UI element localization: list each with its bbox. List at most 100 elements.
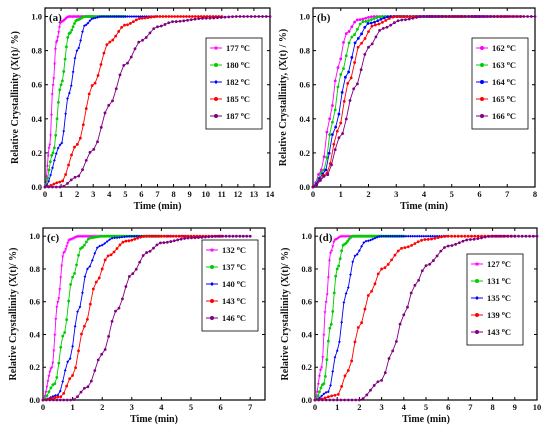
data-point [450, 244, 454, 247]
data-point [76, 142, 79, 146]
data-point [179, 237, 183, 241]
data-point [71, 374, 74, 377]
data-point [186, 236, 190, 240]
data-point [429, 234, 432, 238]
series-3 [313, 234, 450, 402]
data-point [387, 357, 391, 360]
data-point [49, 386, 53, 390]
x-tick-label: 4 [159, 402, 164, 412]
data-point [69, 398, 73, 402]
data-point [337, 112, 341, 116]
data-point [428, 262, 432, 266]
data-point [356, 18, 359, 22]
x-tick-label: 4 [422, 189, 427, 199]
x-tick-label: 10 [201, 189, 210, 199]
data-point [109, 15, 113, 18]
data-point [522, 15, 526, 18]
data-point [344, 32, 348, 35]
data-point [130, 238, 134, 242]
x-tick-label: 8 [171, 189, 175, 199]
data-point [380, 267, 383, 271]
legend-label: 127 oC [487, 259, 511, 269]
data-point [124, 15, 128, 18]
data-point [162, 241, 166, 245]
data-point [148, 31, 152, 35]
data-point [533, 15, 537, 18]
data-point [356, 36, 360, 40]
data-point [63, 369, 67, 372]
data-point [158, 15, 162, 18]
data-point [391, 234, 395, 238]
data-point [170, 15, 174, 18]
y-tick-label: 0.6 [29, 297, 40, 307]
x-tick-label: 7 [248, 402, 253, 412]
chart-panel-2: 0 1 2 3 4 5 6 7 8 0.0 0.2 0.4 0.6 0.8 1.0 Time (min) Rel… [278, 7, 537, 212]
data-point [336, 66, 340, 70]
data-point [389, 23, 393, 27]
y-tick-label: 0.6 [299, 80, 310, 90]
data-point [322, 332, 326, 336]
data-point [346, 286, 350, 290]
data-point [340, 385, 344, 388]
data-point [90, 258, 94, 262]
data-point [180, 234, 184, 238]
data-point [439, 249, 443, 253]
data-point [183, 237, 186, 240]
data-point [472, 237, 476, 241]
data-point [193, 236, 197, 240]
data-point [364, 19, 368, 23]
data-point [408, 15, 412, 18]
data-point [323, 310, 327, 314]
y-tick-label: 0.6 [31, 80, 42, 90]
data-point [44, 389, 48, 393]
data-point [86, 385, 90, 389]
data-point [63, 331, 67, 334]
data-point [69, 31, 72, 34]
legend-item: 164 oC [476, 77, 516, 87]
data-point [375, 235, 379, 239]
data-point [66, 238, 71, 242]
data-point [70, 236, 75, 241]
data-point [52, 182, 56, 186]
data-point [322, 382, 326, 386]
data-point [113, 236, 116, 240]
data-point [500, 15, 504, 18]
legend-label: 135 oC [487, 293, 511, 303]
data-point [174, 20, 178, 23]
data-point [413, 242, 417, 245]
data-point [535, 234, 539, 238]
y-tick-label: 1.0 [31, 12, 42, 22]
legend-label: 143 oC [487, 327, 511, 337]
data-point [361, 397, 365, 400]
data-point [152, 246, 155, 250]
data-point [444, 15, 448, 18]
data-point [349, 273, 352, 277]
legend-label: 137 oC [222, 262, 246, 272]
data-point [110, 236, 114, 240]
data-point [50, 365, 54, 369]
data-point [366, 239, 370, 243]
data-point [474, 15, 478, 18]
data-point [75, 263, 78, 267]
data-point [55, 181, 59, 185]
data-point [73, 22, 76, 25]
data-point [81, 291, 84, 295]
data-point [54, 152, 58, 155]
data-point [60, 19, 65, 23]
data-point [55, 376, 59, 379]
data-point [405, 15, 409, 18]
legend-item: 187 oC [210, 111, 250, 121]
legend-label: 177 oC [226, 43, 250, 53]
data-point [52, 61, 57, 65]
data-point [112, 15, 116, 18]
data-point [437, 15, 441, 18]
data-point [470, 15, 474, 18]
data-point [73, 56, 77, 60]
data-point [76, 310, 79, 313]
data-point [346, 369, 350, 372]
data-point [342, 100, 346, 103]
data-point [373, 282, 377, 286]
legend-item: 146 oC [206, 313, 246, 323]
data-point [88, 150, 92, 154]
data-point [326, 339, 330, 343]
